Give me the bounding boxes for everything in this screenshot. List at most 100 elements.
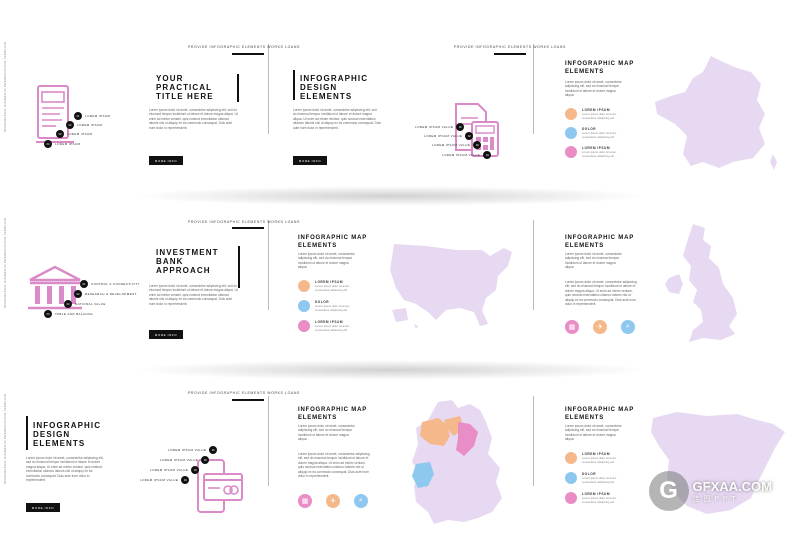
body-text: Lorem ipsum dolor sit amet, consectetur …: [565, 280, 637, 307]
legend-item: DOLOR Lorem ipsum dolor sit amet, consect…: [565, 127, 622, 139]
step-number: 03: [64, 300, 72, 308]
plane-icon[interactable]: ✈: [593, 320, 607, 334]
more-info-button[interactable]: MORE INFO: [149, 156, 183, 165]
more-info-button[interactable]: MORE INFO: [149, 330, 183, 339]
step-item: 04 LOREM IPSUM: [44, 140, 80, 148]
search-icon[interactable]: ⌕: [354, 494, 368, 508]
step-label: LOREM IPSUM: [67, 132, 93, 136]
document-icon: [36, 85, 74, 143]
legend-dot: [565, 492, 577, 504]
legend-item: LOREM IPSUM Lorem ipsum dolor sit amet, c…: [565, 492, 622, 504]
step-item: 04 TABLE AND BALANCE: [44, 310, 93, 318]
france-map: [655, 56, 777, 170]
legend-title: LOREM IPSUM: [315, 320, 343, 324]
more-info-button[interactable]: MORE INFO: [26, 503, 60, 512]
legend-dot: [565, 108, 577, 120]
body-text: Lorem ipsum dolor sit amet, consectetur …: [26, 456, 104, 483]
legend-desc: Lorem ipsum dolor sit amet, consectetur …: [582, 150, 617, 158]
step-item: LOREM IPSUM VALUE 02: [424, 132, 474, 140]
body-text: Lorem ipsum dolor sit amet, consectetur …: [149, 108, 238, 130]
step-number: 04: [44, 140, 52, 148]
divider: [268, 220, 269, 310]
step-number: 01: [456, 123, 465, 131]
slide-title: INVESTMENT BANK APPROACH: [156, 248, 219, 275]
legend-item: LOREM IPSUM Lorem ipsum dolor sit amet, c…: [565, 452, 622, 464]
divider: [268, 44, 269, 134]
step-item: LOREM IPSUM VALUE 02: [160, 456, 210, 464]
top-label: PROVIDE INFOGRAPHIC ELEMENTS WORKS LOANS: [188, 45, 300, 49]
step-number: 02: [74, 290, 82, 298]
step-label: LOREM IPSUM VALUE: [160, 458, 199, 462]
step-label: LOREM IPSUM: [85, 114, 111, 118]
legend-dot: [298, 280, 310, 292]
legend-item: LOREM IPSUM Lorem ipsum dolor sit amet, c…: [298, 280, 355, 292]
slide-title: INFOGRAPHIC MAP ELEMENTS: [565, 235, 634, 249]
step-label: NATIONAL VALUE: [75, 302, 106, 306]
body-text: Lorem ipsum dolor sit amet, consectetur …: [293, 108, 381, 130]
step-label: LOREM IPSUM VALUE: [432, 143, 471, 147]
step-item: LOREM IPSUM VALUE 04: [442, 151, 492, 159]
divider: [268, 396, 269, 486]
legend-item: LOREM IPSUM Lorem ipsum dolor sit amet, c…: [565, 146, 622, 158]
top-label: PROVIDE INFOGRAPHIC ELEMENTS WORKS LOANS: [454, 45, 566, 49]
more-info-button[interactable]: MORE INFO: [293, 156, 327, 165]
step-number: 04: [181, 476, 190, 484]
body-text: Lorem ipsum dolor sit amet, consectetur …: [298, 424, 355, 442]
grid-icon[interactable]: ▦: [298, 494, 312, 508]
search-icon[interactable]: ⌕: [621, 320, 635, 334]
legend-item: LOREM IPSUM Lorem ipsum dolor sit amet, c…: [565, 108, 622, 120]
title-bar: [238, 246, 240, 288]
watermark-text: GFXAA.COM 佳 图 P P T: [693, 479, 772, 504]
legend-title: LOREM IPSUM: [315, 280, 343, 284]
body-text: Lorem ipsum dolor sit amet, consectetur …: [565, 252, 622, 270]
step-number: 02: [465, 132, 474, 140]
legend-item: LOREM IPSUM Lorem ipsum dolor sit amet, c…: [298, 320, 355, 332]
slide-title: INFOGRAPHIC MAP ELEMENTS: [298, 407, 367, 421]
legend-title: LOREM IPSUM: [582, 452, 610, 456]
step-item: 01 CONTROL A CONNECTIVITY: [80, 280, 140, 288]
legend-title: LOREM IPSUM: [582, 146, 610, 150]
watermark-logo-icon: G: [648, 471, 689, 511]
grid-icon[interactable]: ▦: [565, 320, 579, 334]
body-text: Lorem ipsum dolor sit amet, consectetur …: [565, 424, 622, 442]
legend-title: DOLOR: [315, 300, 330, 304]
legend-desc: Lorem ipsum dolor sit amet, consectetur …: [582, 112, 617, 120]
legend-desc: Lorem ipsum dolor sit amet, consectetur …: [315, 284, 350, 292]
legend-desc: Lorem ipsum dolor sit amet, consectetur …: [582, 476, 617, 484]
step-item: 02 LOREM IPSUM: [66, 121, 102, 129]
top-bar: [232, 227, 264, 229]
step-item: 03 LOREM IPSUM: [56, 130, 92, 138]
step-item: LOREM IPSUM VALUE 04: [140, 476, 190, 484]
watermark: G GFXAA.COM 佳 图 P P T: [648, 471, 772, 511]
legend-dot: [565, 146, 577, 158]
step-label: LOREM IPSUM VALUE: [442, 153, 481, 157]
slide-title: INFOGRAPHIC DESIGN ELEMENTS: [33, 421, 102, 448]
plane-icon[interactable]: ✈: [326, 494, 340, 508]
watermark-sub: 佳 图 P P T: [692, 495, 737, 503]
usa-map: [390, 244, 512, 329]
step-number: 01: [80, 280, 88, 288]
legend-item: DOLOR Lorem ipsum dolor sit amet, consect…: [298, 300, 355, 312]
slide-title: INFOGRAPHIC MAP ELEMENTS: [298, 235, 367, 249]
step-number: 03: [473, 141, 482, 149]
slide-investment-bank: PROVIDE INFOGRAPHIC ELEMENTS WORKS LOANS…: [0, 210, 299, 360]
slide-title: INFOGRAPHIC MAP ELEMENTS: [565, 407, 634, 421]
slide-title: YOUR PRACTICAL TITLE HERE: [156, 74, 214, 101]
top-bar: [494, 53, 526, 55]
step-number: 04: [44, 310, 52, 318]
body-text: Lorem ipsum dolor sit amet, consectetur …: [298, 252, 355, 270]
step-label: LOREM IPSUM VALUE: [150, 468, 189, 472]
step-label: LOREM IPSUM: [77, 123, 103, 127]
slide-map-uk: INFOGRAPHIC MAP ELEMENTS Lorem ipsum dol…: [533, 210, 800, 360]
bank-icon: [28, 265, 82, 310]
slide-map-usa: INFOGRAPHIC MAP ELEMENTS Lorem ipsum dol…: [268, 210, 533, 360]
legend-desc: Lorem ipsum dolor sit amet, consectetur …: [315, 324, 350, 332]
step-item: LOREM IPSUM VALUE 03: [432, 141, 482, 149]
body-text: Lorem ipsum dolor sit amet, consectetur …: [149, 284, 238, 306]
slide-practical-title: PROVIDE INFOGRAPHIC ELEMENTS WORKS LOANS…: [0, 34, 299, 186]
slide-map-germany: INFOGRAPHIC MAP ELEMENTS Lorem ipsum dol…: [268, 386, 533, 532]
legend-title: DOLOR: [582, 127, 597, 131]
title-bar: [237, 74, 239, 102]
slide-title: INFOGRAPHIC DESIGN ELEMENTS: [300, 74, 369, 101]
step-number: 01: [209, 446, 218, 454]
